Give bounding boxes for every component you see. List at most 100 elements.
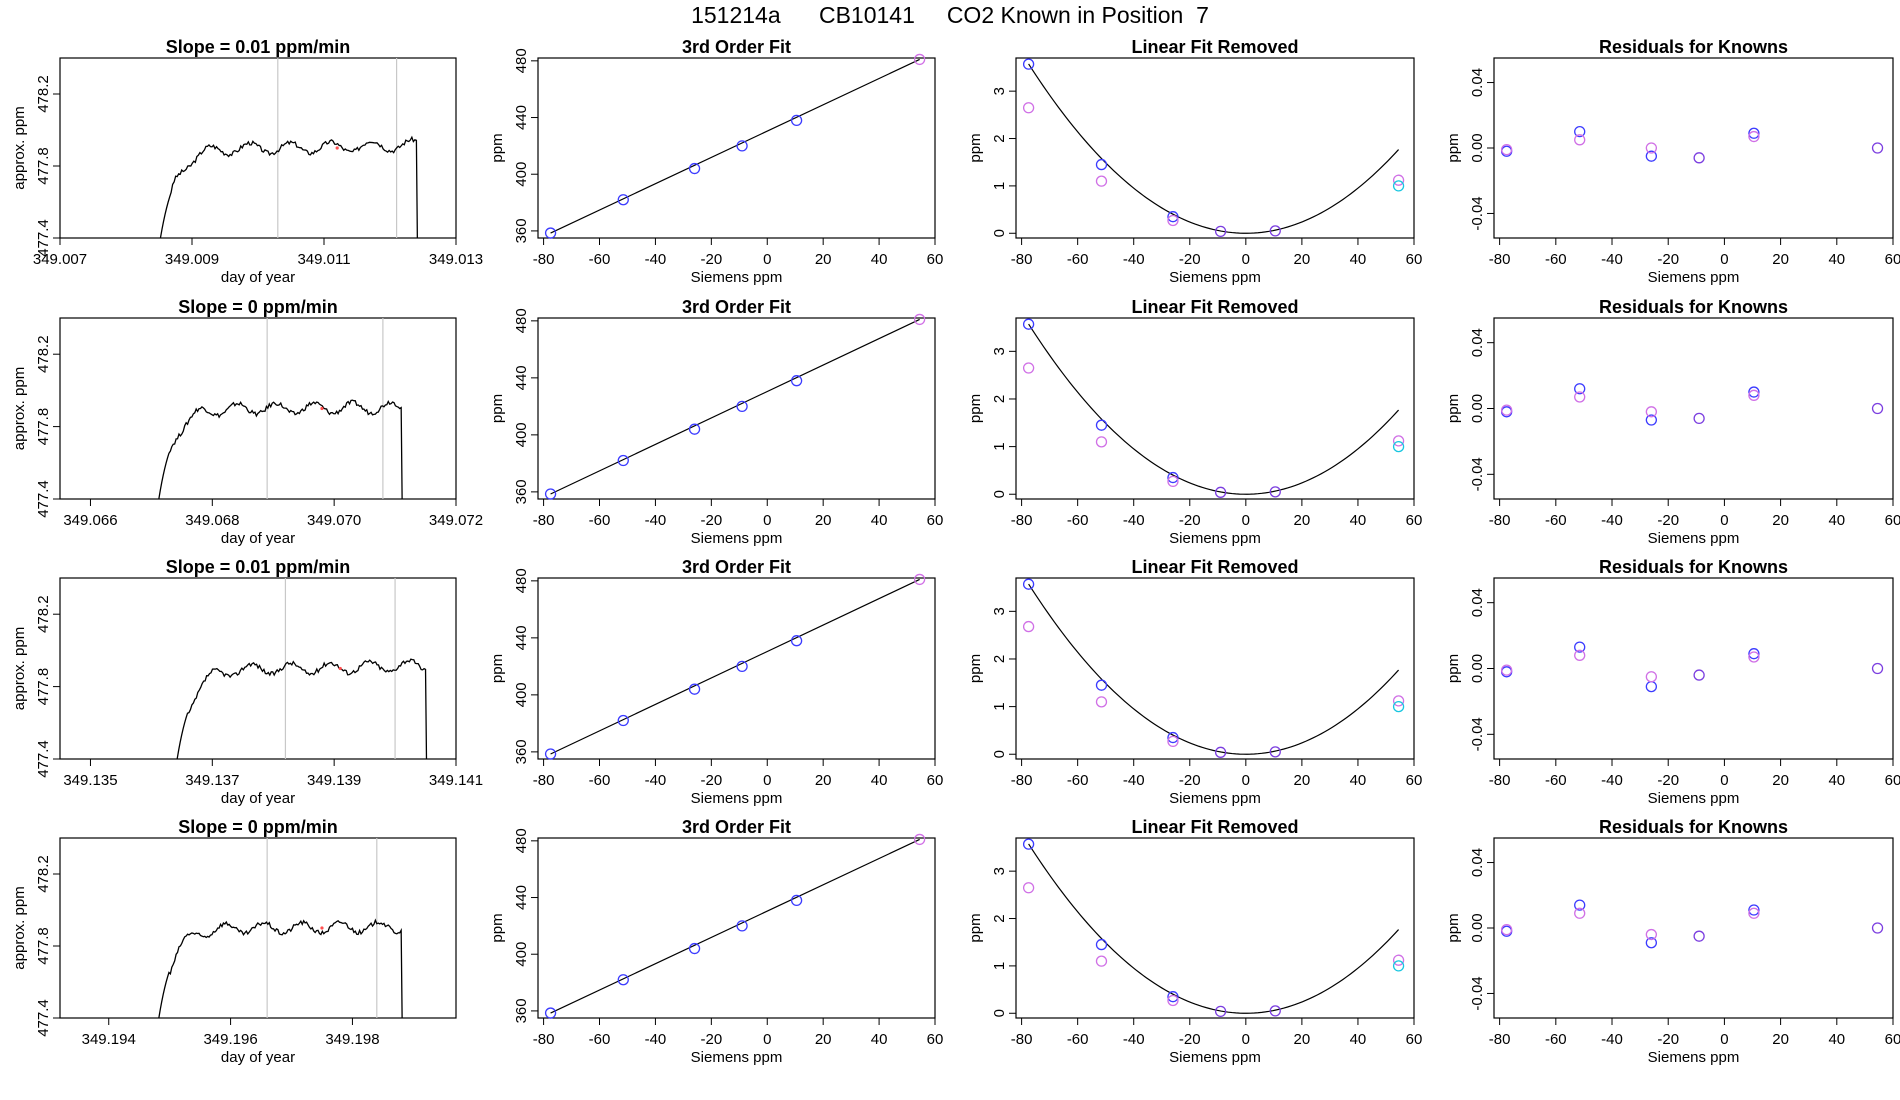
y-tick-label: -0.04 xyxy=(1469,976,1486,1010)
fit-curve xyxy=(1028,583,1400,755)
data-point xyxy=(1748,904,1760,916)
y-tick-label: 1 xyxy=(991,182,1008,190)
y-tick-label: 440 xyxy=(513,885,530,910)
y-axis-label: ppm xyxy=(489,394,506,423)
y-tick-label: 477.8 xyxy=(35,408,52,446)
x-tick-label: -80 xyxy=(533,772,555,789)
plot-frame xyxy=(59,317,457,500)
x-tick-label: -20 xyxy=(700,251,722,268)
y-tick-label: 0.00 xyxy=(1469,394,1486,423)
y-tick-label: 0.00 xyxy=(1469,133,1486,162)
y-tick-label: 0.00 xyxy=(1469,913,1486,942)
x-tick-label: -80 xyxy=(533,512,555,529)
x-tick-label: -20 xyxy=(700,512,722,529)
x-tick-label: 0 xyxy=(1720,1031,1728,1048)
y-axis-label: ppm xyxy=(1445,913,1462,942)
x-tick-label: -40 xyxy=(1123,251,1145,268)
x-axis-label: Siemens ppm xyxy=(1169,269,1261,286)
data-point xyxy=(617,974,629,986)
panel-10: Linear Fit Removed-80 -60 -40 -20 0 20 40 60Sie… xyxy=(967,297,1422,547)
x-tick-label: -60 xyxy=(1067,772,1089,789)
panel-title: Slope = 0.01 ppm/min xyxy=(166,37,351,57)
x-tick-label: 40 xyxy=(1350,512,1367,529)
plot-frame xyxy=(537,837,936,1019)
y-tick-label: 2 xyxy=(991,914,1008,922)
data-point xyxy=(1269,225,1281,237)
x-axis-label: Siemens ppm xyxy=(1169,1049,1261,1066)
data-point xyxy=(1645,928,1658,941)
x-tick-label: 0 xyxy=(763,772,771,789)
x-tick-label: 60 xyxy=(927,251,944,268)
data-point xyxy=(1022,620,1035,633)
x-tick-label: 60 xyxy=(1885,1031,1900,1048)
fit-line xyxy=(550,578,920,755)
data-point xyxy=(1574,134,1586,146)
x-tick-label: 20 xyxy=(1294,512,1311,529)
data-point xyxy=(1748,907,1760,919)
x-tick-label: 0 xyxy=(1242,1031,1250,1048)
y-tick-label: 2 xyxy=(991,395,1008,403)
y-tick-label: 3 xyxy=(991,347,1008,355)
x-tick-label: 60 xyxy=(1406,1031,1423,1048)
y-tick-label: 440 xyxy=(513,105,530,130)
x-tick-label: -20 xyxy=(1179,1031,1201,1048)
y-axis-label: ppm xyxy=(1445,654,1462,683)
x-tick-label: -40 xyxy=(645,1031,667,1048)
data-point xyxy=(1214,225,1227,238)
data-point xyxy=(790,114,803,127)
data-point xyxy=(1748,651,1760,663)
x-tick-label: 349.196 xyxy=(203,1031,257,1048)
data-point xyxy=(688,683,701,695)
plot-frame xyxy=(59,837,457,1019)
marker-point xyxy=(335,146,339,150)
x-tick-label: 60 xyxy=(1406,251,1423,268)
plot-area xyxy=(1028,323,1400,495)
plot-frame xyxy=(1493,317,1894,500)
data-point xyxy=(790,635,803,647)
data-point xyxy=(1574,383,1586,395)
plot-area xyxy=(1028,583,1400,755)
y-tick-label: 360 xyxy=(513,739,530,764)
data-point xyxy=(913,573,926,586)
x-tick-label: 0 xyxy=(763,1031,771,1048)
y-axis-label: approx. ppm xyxy=(11,106,28,189)
x-tick-label: -80 xyxy=(1489,772,1511,789)
y-tick-label: 440 xyxy=(513,365,530,390)
x-tick-label: -60 xyxy=(1067,251,1089,268)
x-tick-label: -20 xyxy=(700,1031,722,1048)
x-tick-label: 40 xyxy=(1828,512,1845,529)
y-tick-label: 0 xyxy=(991,750,1008,758)
panel-title: Slope = 0 ppm/min xyxy=(178,297,338,317)
plot-area xyxy=(159,58,419,238)
plot-frame xyxy=(537,317,936,500)
data-point xyxy=(1022,318,1035,330)
panel-13: Residuals for Knowns -80 -60 -40 -20 0 20 40 60 S… xyxy=(1445,37,1900,286)
y-tick-label: 0.04 xyxy=(1469,588,1486,617)
y-tick-label: 3 xyxy=(991,607,1008,615)
x-tick-label: -40 xyxy=(1123,512,1145,529)
panel-title: Residuals for Knowns xyxy=(1599,37,1788,57)
x-tick-label: 40 xyxy=(1350,772,1367,789)
plot-frame xyxy=(1493,837,1894,1019)
x-tick-label: 60 xyxy=(1885,512,1900,529)
plot-frame xyxy=(1493,577,1894,760)
data-point xyxy=(544,1007,557,1019)
x-tick-label: 349.011 xyxy=(297,251,350,268)
panel-11: Linear Fit Removed-80 -60 -40 -20 0 20 40 60Sie… xyxy=(967,557,1422,807)
data-point xyxy=(1392,695,1405,707)
x-tick-label: -20 xyxy=(1657,1031,1679,1048)
x-axis-label: day of year xyxy=(221,269,295,286)
y-tick-label: 480 xyxy=(513,48,530,73)
x-tick-label: 20 xyxy=(1772,1031,1789,1048)
panel-title: 3rd Order Fit xyxy=(682,37,791,57)
panel-8: 3rd Order Fit -80 -60 -40 -20 0 20 40 60 Siemens … xyxy=(489,817,943,1066)
x-tick-label: 0 xyxy=(763,251,771,268)
x-tick-label: 20 xyxy=(815,772,832,789)
data-point xyxy=(736,920,748,932)
data-point xyxy=(617,454,629,467)
y-axis-label: approx. ppm xyxy=(11,367,28,450)
x-tick-label: 349.066 xyxy=(63,512,117,529)
x-axis-label: Siemens ppm xyxy=(1648,790,1740,807)
panel-title: Linear Fit Removed xyxy=(1131,297,1298,317)
y-tick-label: 0 xyxy=(991,1009,1008,1017)
